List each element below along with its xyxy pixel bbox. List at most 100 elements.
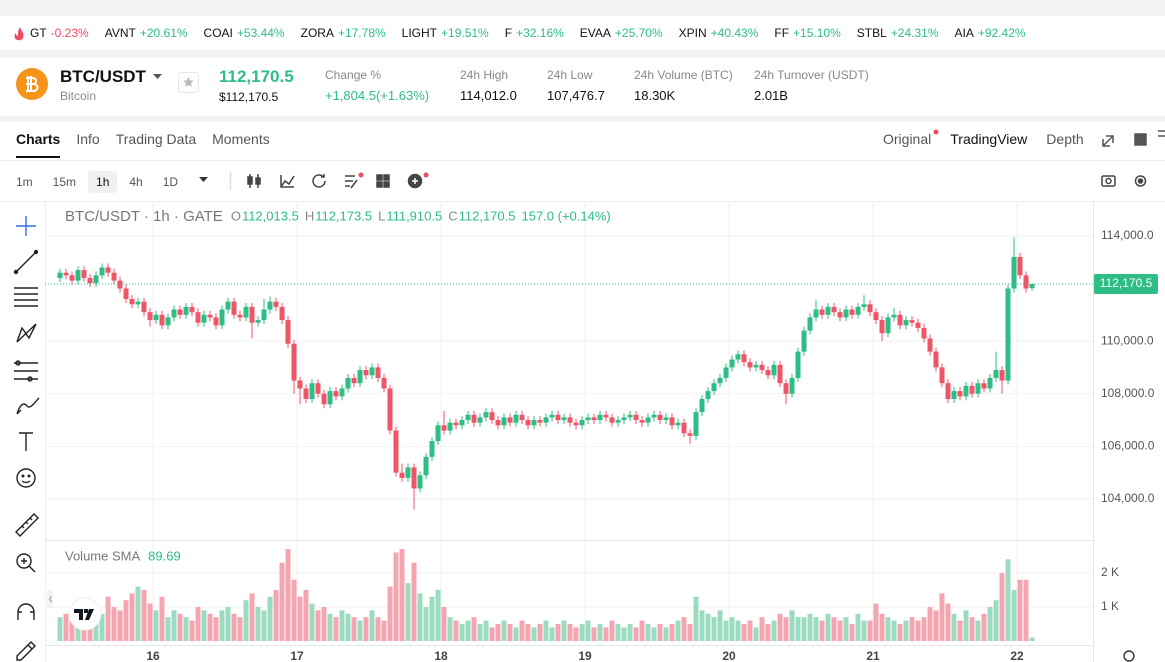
volume-legend: Volume SMA: [65, 548, 140, 563]
volume-bar: [879, 613, 885, 641]
candle-body: [309, 383, 315, 399]
view-tab[interactable]: TradingView: [950, 131, 1028, 147]
ticker-item[interactable]: AIA +92.42%: [955, 26, 1026, 40]
candle-body: [567, 417, 573, 423]
interval[interactable]: 1h: [88, 171, 118, 193]
tv-logo-bg: [68, 597, 102, 631]
candle-body: [513, 414, 519, 423]
ticker-item[interactable]: AVNT +20.61%: [105, 26, 188, 40]
candle-body: [519, 414, 525, 421]
ticker-change: +25.70%: [614, 26, 663, 40]
legend-change: 157.0 (+0.14%): [521, 208, 610, 223]
legend-key: H: [305, 208, 314, 223]
volume-bar: [123, 600, 129, 641]
volume-bar: [603, 627, 609, 641]
view-tab[interactable]: Depth: [1046, 131, 1084, 147]
tab[interactable]: Moments: [212, 131, 270, 147]
collapse-arrow[interactable]: [48, 595, 52, 603]
candle-body: [129, 299, 135, 305]
volume-bar: [519, 620, 525, 641]
candle-body: [57, 272, 63, 278]
candle-body: [369, 367, 375, 376]
candle-body: [411, 467, 417, 489]
ticker-item[interactable]: XPIN +40.43%: [679, 26, 759, 40]
ticker-change: +53.44%: [236, 26, 285, 40]
interval[interactable]: 4h: [129, 175, 143, 189]
pair-caret[interactable]: [152, 72, 164, 82]
candle-body: [273, 301, 279, 307]
volume-bar: [933, 610, 939, 641]
favorite-button[interactable]: [178, 72, 200, 94]
volume-bar: [345, 613, 351, 641]
candle-body: [171, 309, 177, 318]
interval[interactable]: 15m: [52, 175, 77, 189]
volume-bar: [525, 623, 531, 641]
pair[interactable]: BTC/USDT: [60, 67, 146, 86]
volume-bar: [651, 627, 657, 641]
volume-bar: [633, 627, 639, 641]
volume-bar: [573, 627, 579, 641]
volume-bar: [597, 623, 603, 641]
ticker-item[interactable]: COAI +53.44%: [204, 26, 285, 40]
volume-bar: [339, 610, 345, 641]
volume-bar: [387, 586, 393, 641]
volume-bar: [219, 610, 225, 641]
volume-bar: [555, 623, 561, 641]
toolbar-icons[interactable]: [199, 172, 1147, 190]
volume-bar: [645, 623, 651, 641]
candle-body: [819, 309, 825, 315]
tab[interactable]: Trading Data: [115, 131, 197, 147]
axis-settings[interactable]: [1123, 650, 1135, 662]
candle-body: [957, 391, 963, 397]
ticker-item[interactable]: EVAA +25.70%: [580, 26, 663, 40]
view-icons[interactable]: [1102, 130, 1165, 147]
ticker-item[interactable]: GT -0.23%: [30, 26, 89, 40]
ticker-item[interactable]: LIGHT +19.51%: [402, 26, 489, 40]
ticker-item[interactable]: F +32.16%: [505, 26, 564, 40]
tab[interactable]: Info: [76, 131, 100, 147]
ticker-change: +24.31%: [890, 26, 939, 40]
volume-bar: [699, 610, 705, 641]
candle-body: [951, 391, 957, 399]
candle-body: [729, 359, 735, 368]
candle-body: [351, 377, 357, 384]
candle-body: [993, 370, 999, 378]
volume-bar: [369, 610, 375, 641]
volume-bar: [1023, 579, 1029, 641]
volume-bar: [681, 617, 687, 641]
volume-bar: [231, 613, 237, 641]
ticker-symbol: GT: [30, 26, 47, 40]
ticker-item[interactable]: STBL +24.31%: [857, 26, 939, 40]
candle-body: [189, 306, 195, 313]
volume-bar: [117, 610, 123, 641]
candle-body: [783, 383, 789, 394]
volume-bar: [765, 623, 771, 641]
view-tab[interactable]: Original: [883, 131, 932, 147]
candle-body: [843, 309, 849, 318]
candle-body: [789, 377, 795, 394]
tab[interactable]: Charts: [16, 131, 61, 158]
candle-body: [687, 433, 693, 436]
candle-body: [147, 312, 153, 321]
candle-body: [63, 272, 69, 276]
ticker-item[interactable]: FF +15.10%: [774, 26, 840, 40]
interval[interactable]: 1D: [162, 175, 179, 189]
candle-body: [333, 391, 339, 397]
candle-body: [1023, 275, 1029, 289]
volume-bar: [687, 623, 693, 641]
candle-body: [717, 377, 723, 384]
candle-body: [117, 280, 123, 289]
volume-bar: [363, 617, 369, 641]
volume-bar: [165, 617, 171, 641]
volume-bar: [813, 617, 819, 641]
volume-bar: [867, 620, 873, 641]
candle-body: [267, 301, 273, 310]
candle-body: [219, 309, 225, 326]
drawing-tools[interactable]: [13, 216, 40, 661]
candle-body: [681, 422, 687, 434]
interval[interactable]: 1m: [16, 175, 33, 189]
candle-body: [81, 270, 87, 278]
candle-body: [453, 422, 459, 426]
volume-bar: [159, 596, 165, 641]
ticker-item[interactable]: ZORA +17.78%: [301, 26, 386, 40]
